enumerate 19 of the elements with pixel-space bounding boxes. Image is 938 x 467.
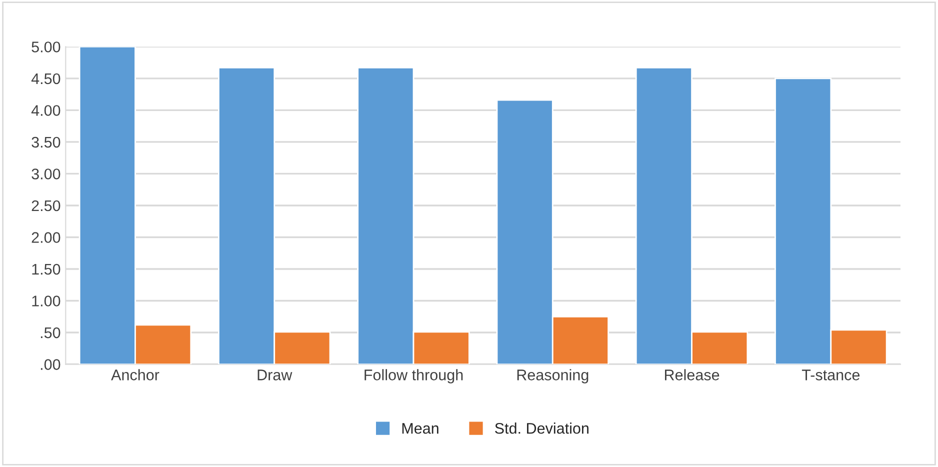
- legend-label: Std. Deviation: [495, 422, 588, 434]
- y-tick-label: .50: [40, 327, 60, 338]
- y-tick-label: 3.00: [32, 168, 60, 180]
- y-tick-label: 4.50: [31, 73, 60, 84]
- y-tick-label: 2.00: [32, 232, 60, 243]
- y-tick-label: .00: [40, 359, 60, 370]
- x-tick-label: Follow through: [364, 369, 463, 384]
- x-tick-label: Draw: [258, 370, 292, 380]
- x-tick-label: Reasoning: [517, 369, 588, 384]
- x-tick-label: Anchor: [111, 369, 160, 380]
- y-tick-label: 5.00: [32, 42, 60, 52]
- x-tick-label: T-stance: [802, 370, 860, 380]
- y-tick-label: 4.00: [31, 105, 60, 116]
- x-tick-label: Release: [665, 369, 720, 380]
- y-tick-label: 1.50: [32, 264, 60, 275]
- y-tick-label: 1.00: [32, 296, 60, 306]
- y-tick-label: 2.50: [32, 200, 60, 212]
- legend-label: Mean: [402, 423, 438, 434]
- y-tick-label: 3.50: [32, 136, 60, 148]
